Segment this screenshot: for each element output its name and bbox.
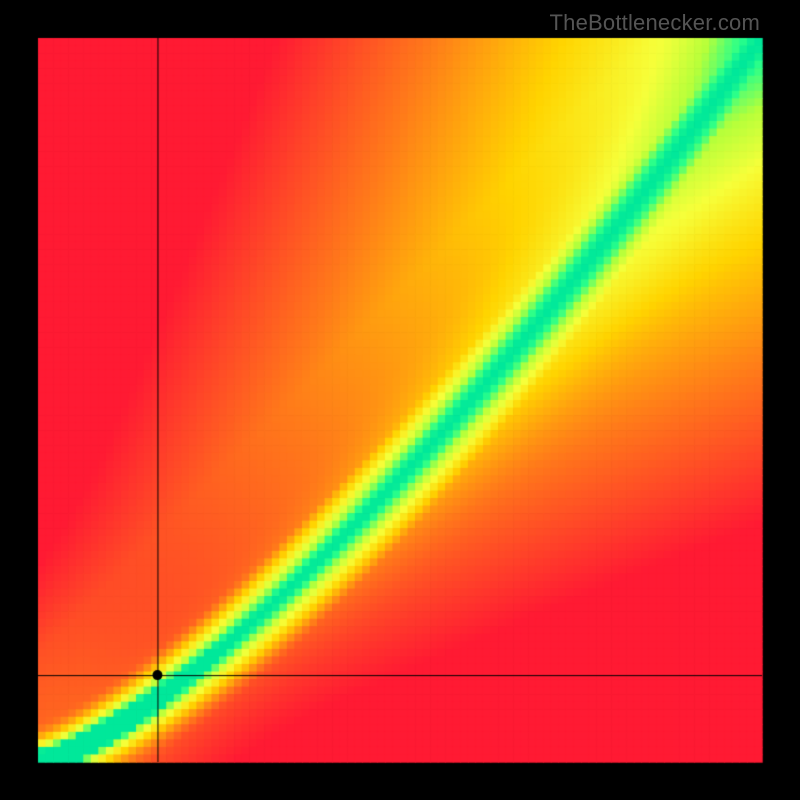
watermark-label: TheBottlenecker.com [550, 10, 760, 36]
bottleneck-heatmap [0, 0, 800, 800]
chart-container: TheBottlenecker.com [0, 0, 800, 800]
